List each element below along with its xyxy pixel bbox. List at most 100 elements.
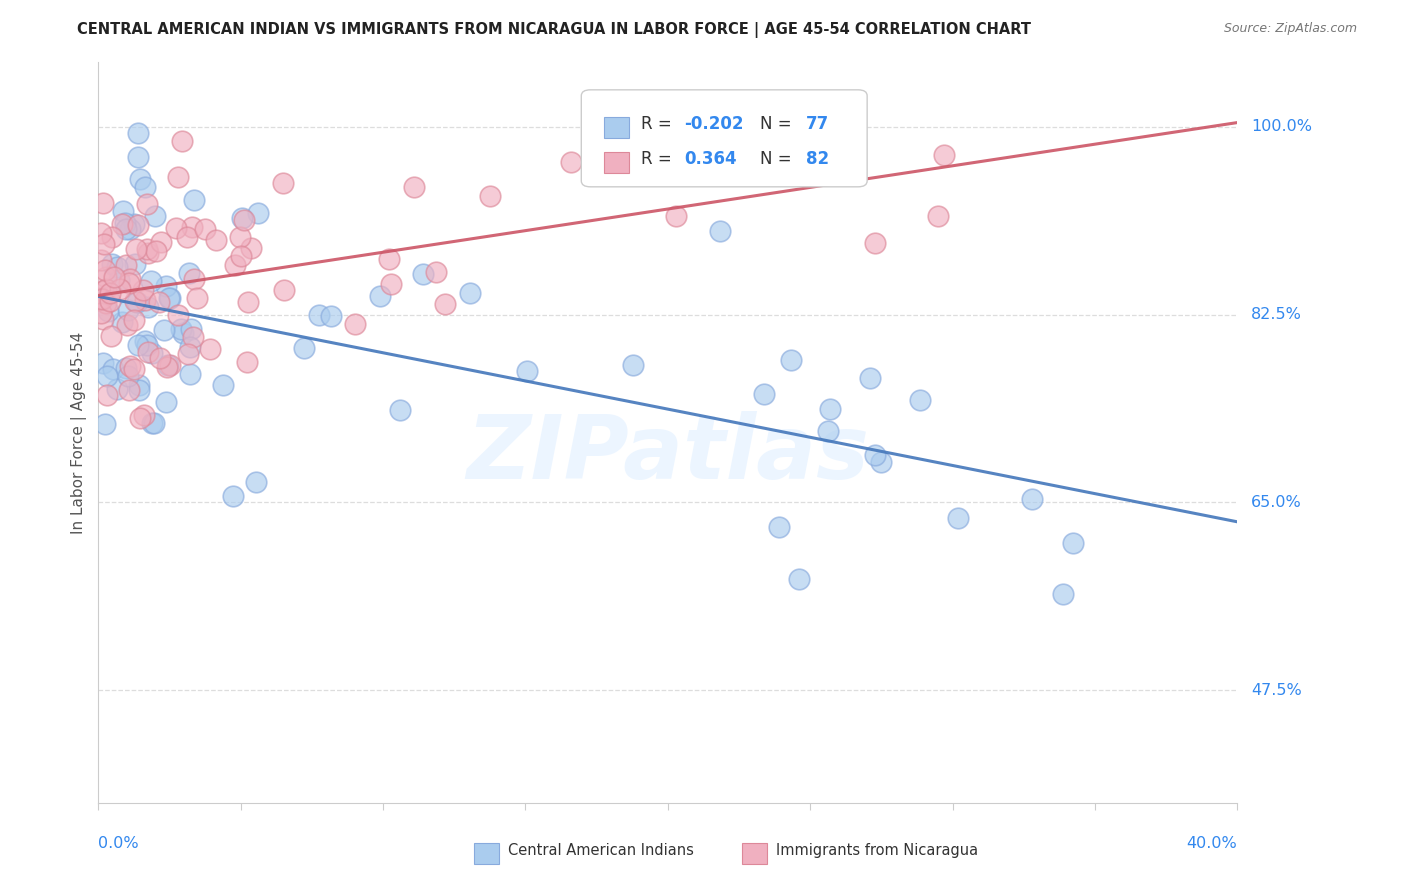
Point — [271, 177, 294, 191]
Point — [103, 269, 125, 284]
Point — [148, 295, 170, 310]
Point — [91, 312, 114, 326]
Point — [153, 323, 176, 337]
Text: Central American Indians: Central American Indians — [509, 844, 695, 858]
Point — [308, 308, 330, 322]
Point — [157, 359, 180, 373]
Point — [136, 242, 159, 256]
Point — [112, 204, 135, 219]
Point — [709, 224, 731, 238]
Point — [560, 155, 582, 169]
Point — [120, 222, 142, 236]
Text: 0.364: 0.364 — [683, 150, 737, 168]
Point — [183, 330, 205, 344]
Point — [344, 318, 367, 332]
Point — [927, 209, 949, 223]
Point — [222, 490, 245, 504]
Point — [127, 338, 149, 352]
Point — [273, 283, 295, 297]
Point — [179, 368, 201, 382]
Point — [292, 341, 315, 355]
Point — [412, 267, 434, 281]
Point — [90, 306, 112, 320]
Point — [194, 221, 217, 235]
Point — [134, 293, 156, 308]
Point — [177, 267, 200, 281]
Point — [150, 235, 173, 249]
Point — [479, 188, 502, 202]
Point — [136, 196, 159, 211]
Point — [134, 180, 156, 194]
Text: 47.5%: 47.5% — [1251, 682, 1302, 698]
Point — [94, 296, 117, 310]
Point — [183, 194, 205, 208]
Point — [205, 233, 228, 247]
Point — [179, 340, 201, 354]
Y-axis label: In Labor Force | Age 45-54: In Labor Force | Age 45-54 — [72, 332, 87, 533]
Bar — [474, 843, 499, 863]
Point — [1062, 536, 1084, 550]
Point — [145, 244, 167, 259]
Point — [134, 334, 156, 349]
Point — [198, 343, 221, 357]
Point — [125, 295, 148, 310]
Point — [93, 237, 115, 252]
Point — [236, 355, 259, 369]
Point — [136, 301, 159, 315]
Point — [114, 259, 136, 273]
Point — [136, 345, 159, 359]
Point — [122, 312, 145, 326]
Point — [910, 392, 932, 407]
Point — [159, 291, 181, 305]
Point — [787, 572, 810, 586]
FancyBboxPatch shape — [581, 90, 868, 186]
Point — [128, 377, 150, 392]
Text: Source: ZipAtlas.com: Source: ZipAtlas.com — [1223, 22, 1357, 36]
Point — [768, 520, 790, 534]
Point — [96, 269, 118, 284]
Point — [389, 403, 412, 417]
Point — [98, 286, 121, 301]
Point — [101, 361, 124, 376]
Point — [404, 180, 426, 194]
Point — [156, 360, 179, 375]
Text: ZIPatlas: ZIPatlas — [467, 411, 869, 499]
Point — [101, 257, 124, 271]
Text: 82.5%: 82.5% — [1251, 307, 1302, 322]
Point — [433, 296, 456, 310]
Text: Immigrants from Nicaragua: Immigrants from Nicaragua — [776, 844, 979, 858]
Point — [155, 395, 177, 409]
Point — [105, 382, 128, 396]
Point — [817, 424, 839, 438]
Text: 77: 77 — [806, 115, 830, 133]
Point — [128, 384, 150, 398]
Point — [870, 455, 893, 469]
Bar — [605, 152, 628, 173]
Point — [96, 388, 118, 402]
Point — [94, 417, 117, 432]
Point — [139, 274, 162, 288]
Point — [91, 292, 114, 306]
Point — [818, 402, 841, 417]
Point — [111, 217, 134, 231]
Text: 100.0%: 100.0% — [1251, 120, 1312, 135]
Text: R =: R = — [641, 115, 676, 133]
Point — [180, 321, 202, 335]
Point — [124, 257, 146, 271]
Point — [124, 362, 146, 376]
Point — [229, 249, 252, 263]
Point — [129, 411, 152, 425]
Point — [665, 209, 688, 223]
Point — [111, 315, 134, 329]
Point — [229, 229, 252, 244]
Point — [122, 217, 145, 231]
Text: 0.0%: 0.0% — [98, 836, 139, 851]
Bar — [742, 843, 766, 863]
Point — [118, 359, 141, 373]
Text: 82: 82 — [806, 150, 828, 168]
Point — [91, 356, 114, 370]
Point — [114, 221, 136, 235]
Point — [108, 273, 131, 287]
Point — [166, 170, 188, 185]
Point — [117, 318, 139, 333]
